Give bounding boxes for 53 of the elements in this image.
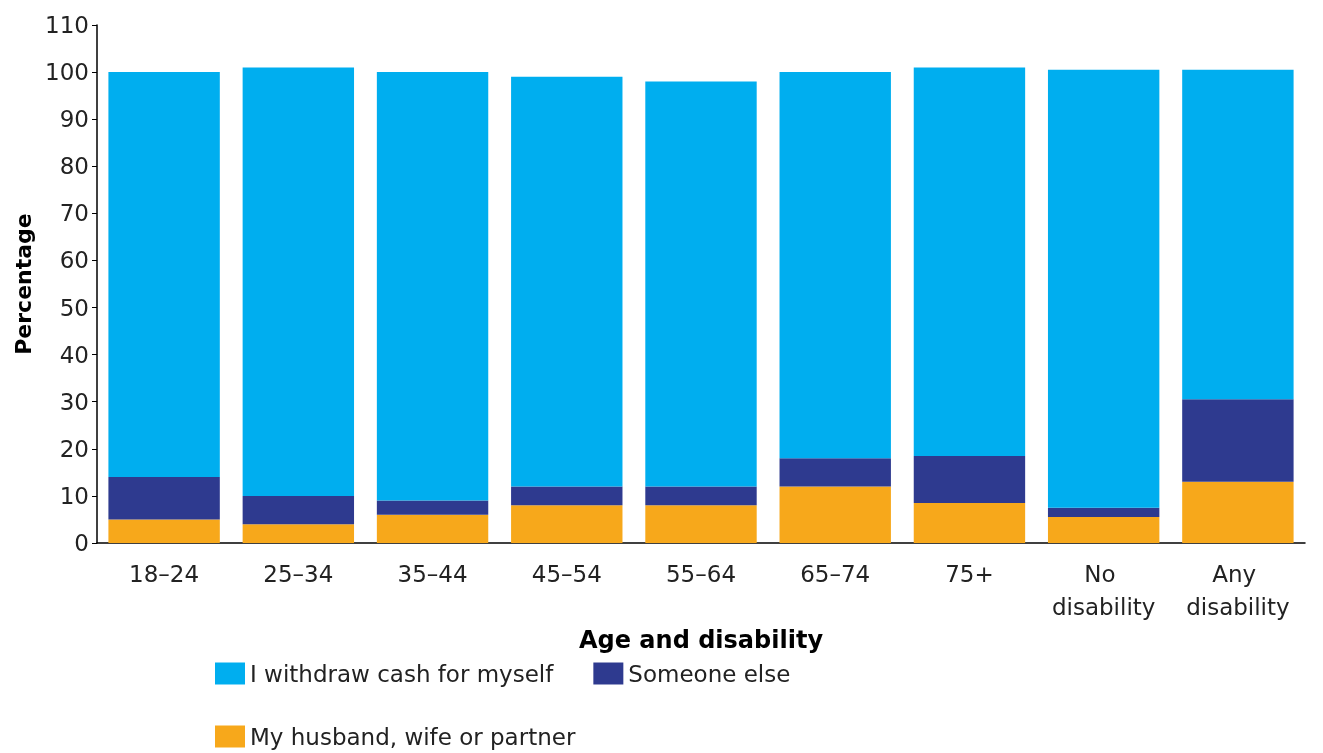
- bar: [779, 486, 891, 543]
- bar: [376, 72, 489, 501]
- legend-label: Someone else: [628, 660, 791, 687]
- bar: [242, 524, 355, 543]
- y-tick-label: 70: [59, 200, 89, 227]
- bar: [913, 67, 1026, 456]
- y-tick-label: 10: [59, 482, 89, 509]
- bar: [1182, 69, 1294, 400]
- x-tick-label: 65–74: [800, 560, 871, 587]
- bar: [645, 81, 757, 487]
- y-tick-label: 50: [59, 294, 89, 321]
- bar: [242, 67, 355, 496]
- x-tick-label: 75+: [945, 560, 994, 587]
- bar: [913, 502, 1026, 543]
- y-tick-label: 110: [45, 12, 89, 38]
- bar: [108, 519, 220, 543]
- y-tick-label: 40: [59, 341, 89, 368]
- legend-label: My husband, wife or partner: [250, 723, 576, 750]
- y-tick-label: 30: [59, 388, 89, 415]
- y-axis-title: Percentage: [10, 213, 36, 355]
- x-tick-label: 45–54: [531, 560, 602, 587]
- bar: [779, 458, 891, 487]
- bar: [376, 500, 489, 515]
- y-tick-label: 0: [74, 530, 89, 556]
- x-tick-label: 55–64: [665, 560, 737, 587]
- bar: [1182, 481, 1294, 543]
- bar: [1182, 399, 1294, 482]
- bar: [1047, 517, 1160, 543]
- bar: [242, 495, 355, 525]
- bar: [913, 455, 1026, 503]
- y-tick-label: 100: [45, 59, 89, 86]
- x-tick-label: 18–24: [129, 560, 200, 587]
- x-axis-title: Age and disability: [578, 625, 824, 654]
- bar: [511, 505, 623, 543]
- bar: [108, 477, 220, 520]
- y-tick-label: 60: [59, 247, 89, 274]
- bar: [645, 486, 757, 506]
- bar: [779, 72, 891, 459]
- y-tick-label: 20: [59, 435, 89, 462]
- y-tick-label: 80: [59, 153, 89, 180]
- x-tick-label: No disability: [1051, 560, 1156, 620]
- bar: [1047, 507, 1160, 518]
- bar: [645, 505, 757, 543]
- bar: [1047, 69, 1160, 508]
- bar: [511, 486, 623, 506]
- bar: [376, 514, 489, 543]
- legend-label: I withdraw cash for myself: [250, 660, 555, 687]
- x-tick-label: 35–44: [397, 560, 468, 587]
- bar: [108, 72, 220, 478]
- x-tick-label: Any disability: [1186, 560, 1290, 620]
- y-tick-label: 90: [59, 106, 89, 133]
- x-tick-label: 25–34: [263, 560, 334, 587]
- bar: [511, 76, 623, 487]
